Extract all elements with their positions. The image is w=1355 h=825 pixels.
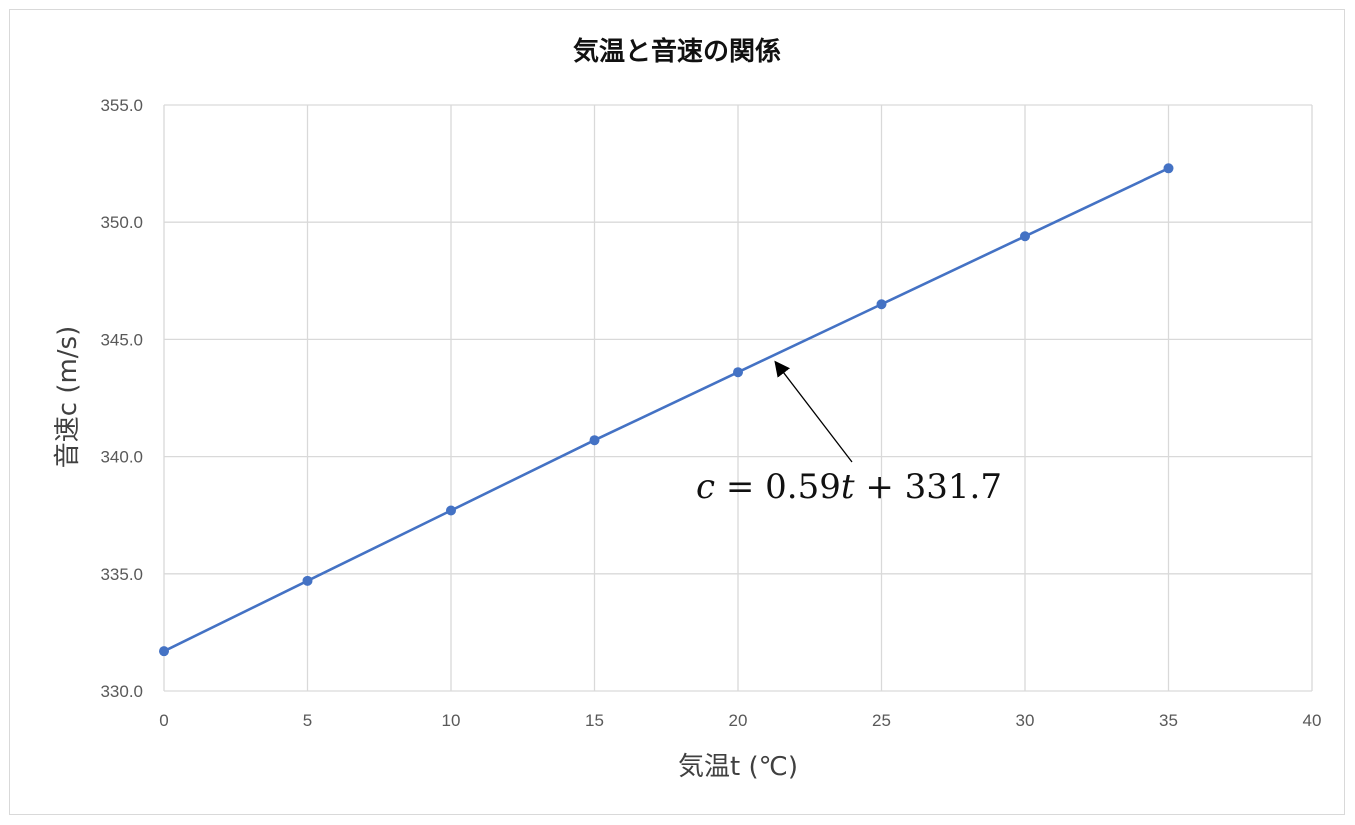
- y-axis-title: 音速c (m/s): [53, 326, 83, 468]
- series-group: [159, 163, 1174, 657]
- data-point: [733, 367, 743, 378]
- data-point: [1020, 231, 1030, 242]
- x-tick-label: 25: [872, 711, 891, 730]
- x-tick-label: 20: [729, 711, 748, 730]
- data-point: [876, 299, 887, 310]
- x-tick-label: 10: [442, 711, 461, 730]
- grid: [163, 104, 1313, 692]
- equation-label: c = 0.59t + 331.7: [696, 467, 1002, 507]
- series-line: [163, 167, 1170, 653]
- data-point: [1163, 163, 1174, 174]
- chart-frame: [9, 9, 1345, 815]
- data-point: [446, 505, 456, 516]
- y-tick-label: 330.0: [100, 682, 143, 701]
- equation-part: + 331.7: [855, 467, 1002, 507]
- data-point: [302, 575, 313, 586]
- x-tick-label: 30: [1016, 711, 1035, 730]
- x-axis-title: 気温t (℃): [678, 752, 798, 782]
- y-tick-label: 340.0: [100, 448, 143, 467]
- y-tick-labels: 330.0 335.0 340.0 345.0 350.0 355.0: [100, 96, 143, 701]
- x-tick-label: 0: [159, 711, 168, 730]
- equation-part: = 0.59: [715, 467, 841, 507]
- x-tick-label: 35: [1159, 711, 1178, 730]
- equation-part: t: [841, 467, 855, 507]
- y-tick-label: 345.0: [100, 330, 143, 349]
- x-tick-label: 15: [585, 711, 604, 730]
- x-tick-labels: 0 5 10 15 20 25 30 35 40: [159, 711, 1321, 730]
- data-point: [159, 646, 169, 657]
- x-tick-label: 40: [1303, 711, 1322, 730]
- annotation-arrow: [774, 360, 853, 463]
- equation-part: c: [696, 467, 715, 507]
- equation-annotation: c = 0.59t + 331.7: [696, 360, 1002, 507]
- data-point: [589, 435, 600, 446]
- x-tick-label: 5: [303, 711, 312, 730]
- y-tick-label: 335.0: [100, 565, 143, 584]
- chart-title: 気温と音速の関係: [573, 36, 781, 67]
- y-tick-label: 355.0: [100, 96, 143, 115]
- y-tick-label: 350.0: [100, 213, 143, 232]
